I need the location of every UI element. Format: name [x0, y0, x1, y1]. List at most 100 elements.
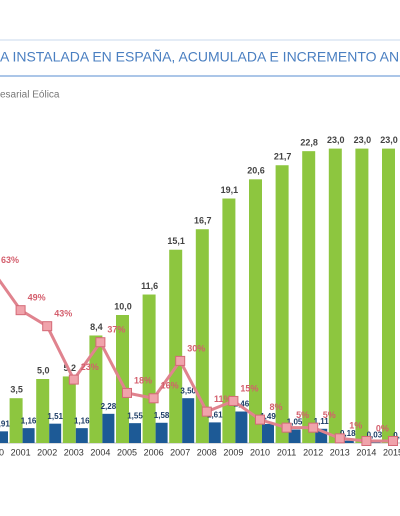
- bar: [89, 335, 103, 443]
- x-tick-label: 2010: [250, 447, 270, 457]
- marker: [228, 395, 239, 406]
- data-label: 1,49: [260, 412, 276, 421]
- x-tick-label: 2014: [356, 447, 376, 457]
- x-tick-label: 2008: [197, 447, 217, 457]
- marker: [175, 355, 186, 366]
- bar: [62, 376, 76, 443]
- data-label: 16%: [161, 381, 179, 391]
- x-tick-label: 2005: [117, 447, 137, 457]
- data-label: 37%: [107, 325, 125, 335]
- x-tick-label: 2015: [383, 447, 400, 457]
- data-label: 16,7: [194, 216, 212, 226]
- marker: [388, 436, 398, 446]
- marker: [148, 393, 159, 404]
- data-label: 1,58: [154, 411, 170, 420]
- bar: [9, 398, 23, 443]
- data-label: 0,03: [367, 431, 383, 440]
- chart-title: A INSTALADA EN ESPAÑA, ACUMULADA E INCRE…: [0, 49, 400, 65]
- x-tick-label: 2007: [170, 447, 190, 457]
- data-label: 30%: [187, 343, 205, 353]
- bar: [102, 413, 115, 443]
- bar: [129, 423, 141, 443]
- marker: [334, 433, 345, 444]
- data-label: 43%: [54, 309, 72, 319]
- bar: [169, 249, 183, 443]
- x-tick-label: 2001: [11, 447, 31, 457]
- bar: [328, 148, 342, 443]
- x-tick-label: 2013: [330, 447, 350, 457]
- data-label: 15%: [240, 383, 258, 393]
- data-label: 1,51: [47, 412, 63, 421]
- bar: [182, 398, 195, 443]
- bar: [275, 165, 289, 444]
- x-tick-label: 2000: [0, 447, 4, 457]
- marker: [201, 406, 212, 417]
- data-label: 22,8: [300, 138, 318, 148]
- data-label: 23,0: [327, 135, 345, 145]
- bar: [355, 148, 369, 443]
- bar: [341, 440, 354, 443]
- x-tick-label: 2004: [90, 447, 110, 457]
- marker: [42, 321, 53, 332]
- data-label: 20,6: [247, 166, 265, 176]
- data-label: 49%: [28, 293, 46, 303]
- x-tick-label: 2006: [144, 447, 164, 457]
- data-label: 3,5: [10, 385, 23, 395]
- bar: [22, 428, 35, 443]
- bar: [288, 429, 301, 443]
- bar: [235, 411, 248, 443]
- bar: [116, 315, 129, 443]
- data-label: 2,28: [101, 402, 117, 411]
- x-tick-label: 2012: [303, 447, 323, 457]
- marker: [15, 305, 26, 316]
- data-label: 63%: [1, 255, 19, 265]
- data-label: 8,4: [90, 322, 103, 332]
- bar: [155, 422, 168, 443]
- data-label: 1,11: [314, 417, 330, 426]
- marker: [95, 337, 106, 348]
- marker: [68, 374, 79, 385]
- bar: [208, 422, 221, 443]
- data-label: 1,16: [21, 416, 37, 425]
- bar: [0, 431, 8, 443]
- data-label: 8%: [269, 402, 282, 412]
- x-tick-label: 2002: [37, 447, 57, 457]
- data-label: 5,2: [64, 363, 77, 373]
- bar: [382, 148, 395, 443]
- data-label: 1,61: [207, 411, 223, 420]
- data-label: 0,00: [393, 431, 400, 440]
- line: [0, 278, 393, 443]
- bar: [195, 229, 209, 443]
- data-label: 11%: [214, 394, 232, 404]
- data-label: 19,1: [221, 185, 239, 195]
- bar: [262, 423, 274, 443]
- x-tick-label: 2009: [223, 447, 243, 457]
- data-label: 1,55: [127, 411, 143, 420]
- marker: [361, 436, 372, 446]
- data-label: 23,0: [354, 135, 372, 145]
- x-tick-label: 2011: [277, 447, 296, 457]
- data-label: 1,16: [74, 416, 90, 425]
- marker: [122, 387, 132, 398]
- bar: [142, 294, 156, 443]
- bar: [222, 198, 236, 443]
- data-label: 0,91: [0, 419, 10, 428]
- marker: [255, 414, 265, 425]
- bar: [49, 423, 62, 443]
- data-label: 5%: [296, 410, 309, 420]
- data-label: 5,0: [37, 365, 50, 375]
- data-label: 5%: [323, 410, 336, 420]
- data-label: 1,05: [287, 418, 303, 427]
- bar: [75, 428, 88, 443]
- marker: [308, 422, 319, 433]
- data-label: 3,50: [180, 386, 196, 395]
- data-label: 23%: [81, 362, 99, 372]
- bar: [36, 379, 50, 443]
- chart-subtitle: esarial Eólica: [0, 90, 60, 101]
- data-label: 11,6: [141, 281, 158, 291]
- data-label: 15,1: [167, 236, 185, 246]
- data-label: 21,7: [274, 152, 292, 162]
- data-label: 10,0: [114, 301, 132, 311]
- data-label: 2,46: [234, 400, 250, 409]
